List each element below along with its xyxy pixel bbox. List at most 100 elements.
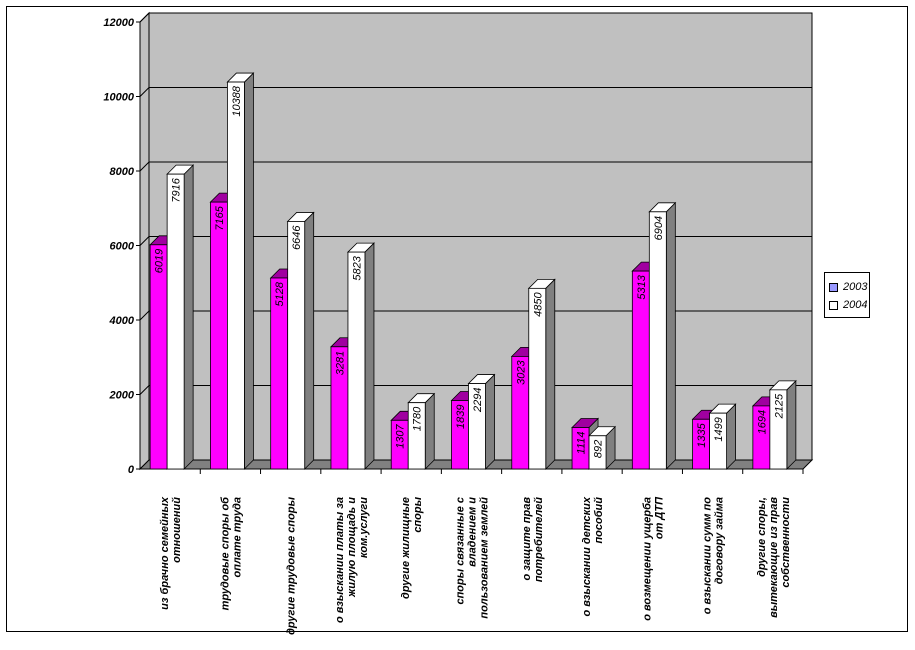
bar-side [786,379,797,470]
chart-frame [6,6,908,632]
bar-front [769,389,788,470]
bar-side [304,211,315,470]
bar-front [631,270,650,470]
category-label-3-line-0: о взыскании платы за [334,497,346,623]
category-label-5-line-1: владением и [467,497,479,567]
category-label-0-line-0: из брачно семейных [159,496,171,610]
gridline [139,12,812,23]
data-label: 1114 [576,432,588,455]
category-label-10-line-1: вытекающие из прав [768,497,780,618]
bar-2004-7: 892 [588,425,617,470]
bar-front [347,251,366,470]
y-tick-label: 8000 [110,166,135,178]
bar-2004-0: 7916 [166,164,195,470]
category-label-3-line-1: жилую площадь и [346,497,358,598]
legend: 2003 2004 [824,272,870,318]
bar-side [726,403,736,470]
data-label: 1307 [395,423,407,448]
bar-front [648,211,667,470]
data-label: 1839 [455,404,467,428]
category-label-1-line-0: трудовые споры об [219,496,231,611]
category-label-8-line-1: от ДТП [653,496,665,539]
bar-front [468,383,486,470]
bar-front [166,173,185,470]
data-label: 6904 [653,216,665,240]
data-label: 7916 [171,177,183,202]
y-tick-label: 10000 [103,92,134,104]
bar-2004-3: 5823 [346,242,375,470]
category-label-9-line-1: договору займа [714,497,726,584]
data-label: 2125 [773,393,785,419]
data-label: 4850 [532,291,544,316]
gridline [139,161,812,172]
category-label-4-line-1: споры [412,496,424,532]
data-label: 2294 [472,388,484,413]
data-label: 1335 [696,422,708,447]
category-label-6-line-0: о защите прав [521,497,533,581]
bar-2004-2: 6646 [286,211,315,470]
data-label: 1694 [756,410,768,434]
category-label-8-line-0: о возмещении ущерба [641,497,653,621]
bar-front [588,435,607,470]
bar-side [665,201,676,470]
data-label: 6646 [291,225,303,250]
bar-side [364,242,375,470]
bar-side [244,72,254,470]
bar-2004-9: 1499 [708,403,737,470]
category-label-3-line-2: ком.услуги [358,497,370,558]
data-label: 10388 [231,85,243,116]
y-tick-label: 4000 [109,315,135,327]
bar-2004-5: 2294 [467,373,496,470]
data-label: 6019 [154,249,166,273]
category-label-10-line-2: собственности [780,497,792,588]
legend-item-2004: 2004 [829,298,867,312]
y-tick-label: 12000 [103,17,134,29]
y-tick-label: 0 [128,464,135,476]
bar-side [485,373,495,470]
bar-2004-6: 4850 [527,278,556,470]
category-label-0-line-1: отношений [171,497,183,563]
category-label-9-line-0: о взыскании сумм по [702,497,714,615]
data-label: 3023 [515,360,527,385]
category-label-1-line-1: оплате труда [231,497,243,577]
gridline [139,310,812,321]
bar-2004-4: 1780 [407,392,436,470]
bar-2004-10: 2125 [768,379,797,470]
legend-label-2003: 2003 [843,281,868,293]
category-label-6-line-1: потребителей [533,497,545,582]
bar-front [407,402,426,470]
legend-label-2004: 2004 [843,299,868,311]
bar-2004-1: 10388 [226,72,255,470]
category-label-5-line-0: споры связанные с [455,497,467,605]
data-label: 5128 [274,281,286,306]
bar-2004-8: 6904 [648,201,677,470]
bar-side [545,278,556,470]
category-label-2-line-0: другие трудовые споры [286,496,298,634]
gridline [139,87,812,97]
data-label: 1499 [713,417,725,441]
legend-swatch-2004 [829,300,838,310]
data-label: 1780 [412,406,424,431]
bar-front [528,287,547,470]
category-label-7-line-1: пособий [593,497,605,544]
data-label: 7165 [214,205,226,230]
data-label: 5823 [351,255,363,280]
bar-front [149,244,168,470]
data-label: 3281 [334,351,346,375]
bar-front [709,412,727,470]
bar-front [227,81,245,470]
legend-item-2003: 2003 [829,280,867,294]
gridline [139,236,812,246]
bar-side [183,164,194,470]
y-tick-label: 2000 [109,390,135,402]
bar-front [287,221,306,470]
bar-side [424,392,435,470]
category-label-5-line-2: пользованием землей [479,497,491,619]
y-tick-label: 6000 [110,241,135,253]
data-label: 892 [593,440,605,458]
category-label-10-line-0: другие споры, [756,497,768,577]
category-label-4-line-0: другие жилищные [400,497,412,599]
gridline [139,385,812,395]
bar-front [210,201,228,470]
